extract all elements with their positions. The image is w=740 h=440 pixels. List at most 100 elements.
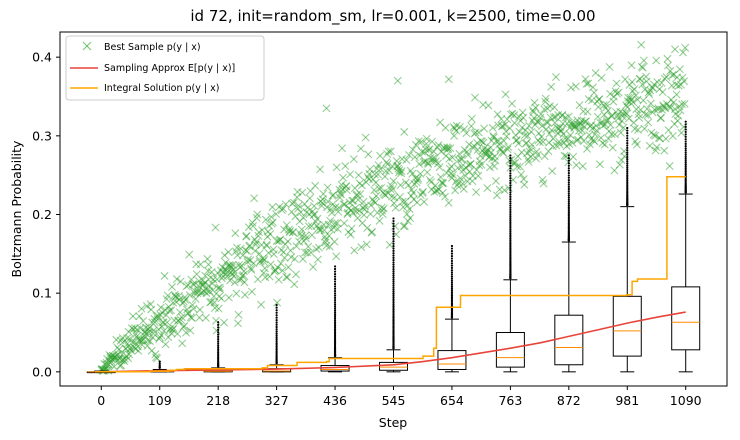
flier-point <box>450 277 454 280</box>
scatter-point <box>237 261 246 270</box>
scatter-point <box>516 162 525 171</box>
scatter-point <box>172 275 181 284</box>
scatter-point <box>195 313 204 322</box>
scatter-point <box>301 248 310 257</box>
scatter-point <box>362 240 371 249</box>
flier-point <box>509 174 512 177</box>
scatter-point <box>588 124 597 133</box>
scatter-point <box>397 169 405 178</box>
scatter-point <box>658 88 667 97</box>
scatter-point <box>207 297 216 306</box>
scatter-point <box>639 96 648 105</box>
flier-point <box>392 276 395 279</box>
scatter-point <box>561 134 570 143</box>
flier-point <box>567 162 570 165</box>
flier-point <box>509 215 512 218</box>
scatter-point <box>336 190 345 199</box>
boxplot <box>379 217 408 373</box>
flier-point <box>392 242 395 245</box>
flier-point <box>275 325 278 329</box>
flier-point <box>275 321 278 324</box>
scatter-point <box>530 98 539 107</box>
flier-point <box>509 242 512 245</box>
scatter-point <box>301 231 310 240</box>
flier-point <box>450 264 454 267</box>
scatter-point <box>630 85 639 94</box>
flier-point <box>509 244 512 247</box>
scatter-point <box>391 203 400 212</box>
flier-point <box>509 195 512 198</box>
scatter-point <box>537 132 546 141</box>
flier-point <box>567 194 570 197</box>
flier-point <box>684 125 687 128</box>
flier-point <box>275 306 278 309</box>
flier-point <box>333 327 337 331</box>
flier-point <box>450 271 454 274</box>
flier-point <box>626 153 629 156</box>
scatter-point <box>247 265 256 274</box>
scatter-point <box>366 201 375 210</box>
scatter-point <box>281 200 290 209</box>
scatter-point <box>357 243 366 252</box>
scatter-point <box>413 198 422 207</box>
scatter-point <box>573 135 582 144</box>
scatter-point <box>448 153 457 162</box>
scatter-point <box>396 181 405 190</box>
scatter-point <box>614 88 623 97</box>
flier-point <box>684 149 687 152</box>
scatter-point <box>638 63 647 72</box>
scatter-point <box>128 338 137 347</box>
flier-point <box>392 267 395 271</box>
flier-point <box>392 298 395 301</box>
flier-point <box>626 164 629 167</box>
scatter-point <box>645 141 654 150</box>
flier-point <box>217 321 220 324</box>
flier-point <box>392 280 395 283</box>
scatter-point <box>560 151 569 160</box>
scatter-point <box>319 189 328 198</box>
flier-point <box>275 348 278 351</box>
flier-point <box>684 142 687 145</box>
flier-point <box>450 281 454 284</box>
flier-point <box>626 160 629 163</box>
flier-point <box>450 279 454 282</box>
scatter-point <box>180 293 189 302</box>
scatter-point <box>579 137 588 146</box>
flier-point <box>450 299 454 302</box>
scatter-point <box>503 145 512 154</box>
scatter-point <box>513 162 522 171</box>
flier-point <box>392 230 395 233</box>
flier-point <box>450 262 454 265</box>
y-tick-label: 0.1 <box>32 286 52 301</box>
scatter-point <box>314 243 323 252</box>
scatter-point <box>160 271 169 280</box>
flier-point <box>567 219 570 222</box>
scatter-point <box>450 131 459 140</box>
scatter-point <box>310 210 319 219</box>
scatter-point <box>615 120 624 129</box>
scatter-point <box>628 77 637 86</box>
scatter-point <box>292 242 301 251</box>
scatter-point <box>357 181 366 190</box>
scatter-point <box>250 194 259 203</box>
flier-point <box>509 247 512 250</box>
scatter-point <box>568 138 577 147</box>
scatter-point <box>593 112 602 121</box>
scatter-point <box>595 95 604 104</box>
scatter-point <box>310 201 319 210</box>
scatter-point <box>283 237 292 246</box>
scatter-point <box>591 69 600 77</box>
scatter-point <box>383 149 392 158</box>
scatter-point <box>462 129 471 138</box>
scatter-point <box>564 112 573 121</box>
flier-point <box>567 217 570 221</box>
scatter-point <box>359 197 368 206</box>
scatter-point <box>416 169 425 178</box>
scatter-point <box>676 106 685 115</box>
scatter-point <box>316 165 325 174</box>
flier-point <box>275 330 278 333</box>
scatter-point <box>484 101 493 110</box>
flier-point <box>509 212 512 216</box>
scatter-point <box>526 144 535 153</box>
flier-point <box>392 315 395 318</box>
